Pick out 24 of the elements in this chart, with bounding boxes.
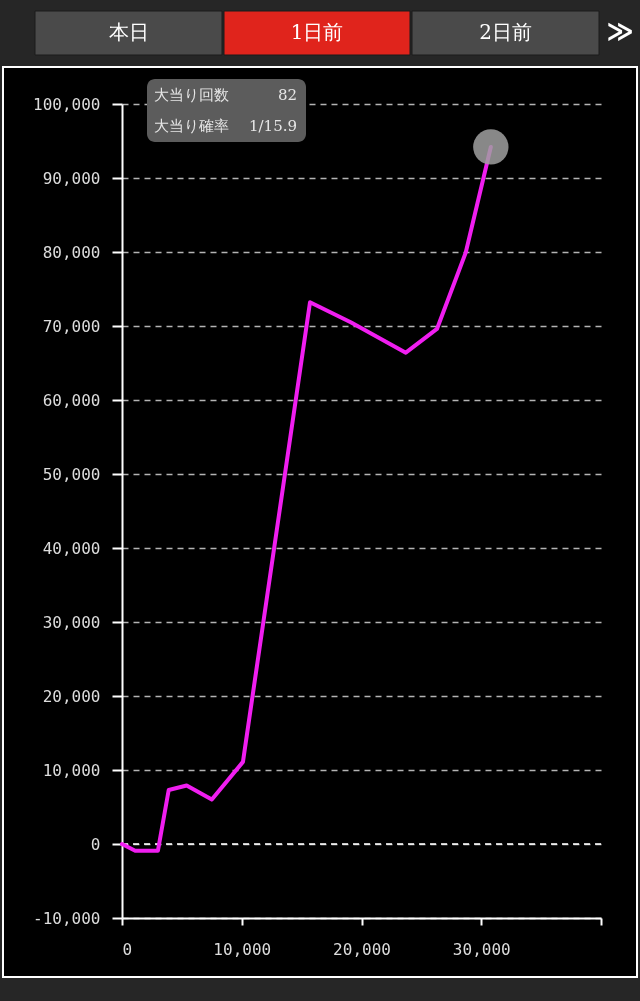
y-tick-label: -10,000: [33, 908, 101, 928]
y-tick-label: 90,000: [42, 168, 101, 188]
y-tick-label: 100,000: [33, 94, 101, 114]
y-tick-label: 10,000: [42, 760, 101, 780]
y-tick-label: 30,000: [42, 612, 101, 632]
y-tick-label: 20,000: [42, 686, 101, 706]
text: 本日: [108, 20, 149, 44]
y-tick-label: 50,000: [42, 464, 101, 484]
x-tick-label: 30,000: [452, 939, 511, 959]
text: 1日前: [290, 20, 344, 44]
x-tick-label: 10,000: [213, 939, 272, 959]
annotation: 1/15.9: [249, 117, 297, 135]
text: 82: [277, 86, 297, 104]
annotation: 大当り確率: [154, 117, 229, 135]
x-tick-label: 20,000: [333, 939, 391, 959]
y-tick-label: 80,000: [42, 242, 101, 262]
y-tick-label: 0: [90, 834, 101, 854]
y-tick-label: 60,000: [42, 390, 101, 410]
text: 2日前: [479, 20, 532, 44]
text: 大当り回数: [154, 86, 229, 104]
y-tick-label: 40,000: [42, 538, 101, 558]
y-tick-label: 70,000: [42, 316, 101, 336]
text: ≫: [606, 16, 634, 46]
x-tick-label: 0: [122, 939, 133, 959]
